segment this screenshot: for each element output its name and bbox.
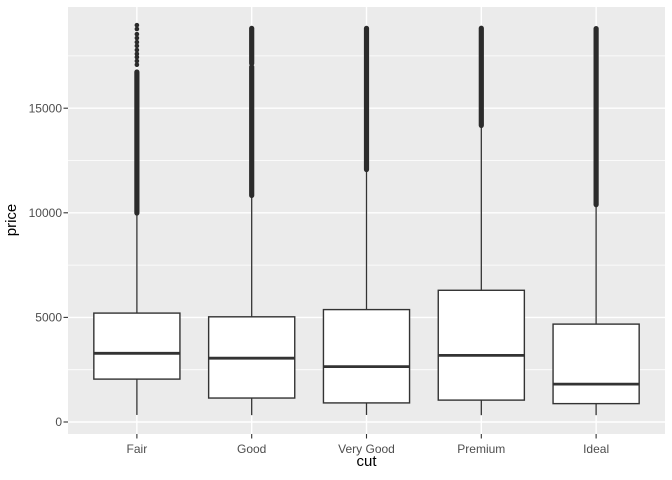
boxplot-good — [207, 25, 296, 416]
box-iqr — [93, 312, 181, 380]
outlier-dot — [134, 26, 140, 32]
outlier-dot — [134, 22, 140, 28]
x-tick-label: Very Good — [338, 442, 395, 456]
y-tick-label: 10000 — [29, 206, 63, 220]
outlier-dot — [134, 54, 140, 60]
y-axis-title: price — [3, 204, 20, 237]
boxplot-ideal — [552, 25, 640, 416]
box-iqr — [437, 289, 526, 401]
x-axis-title: cut — [356, 453, 377, 470]
boxplot-fair — [93, 22, 181, 415]
x-tick-label: Fair — [127, 442, 148, 456]
boxplot-very-good — [322, 25, 411, 415]
outlier-dot — [134, 39, 140, 45]
outlier-dot — [134, 35, 140, 41]
box-iqr — [322, 308, 411, 404]
x-tick-label: Ideal — [583, 442, 609, 456]
y-tick-label: 15000 — [29, 101, 63, 115]
outlier-dot — [134, 51, 140, 57]
x-tick-label: Good — [237, 442, 266, 456]
outlier-dot — [134, 58, 140, 64]
y-tick-label: 5000 — [35, 311, 62, 325]
y-tick-label: 0 — [55, 415, 62, 429]
outlier-dot — [134, 43, 140, 49]
outlier-dot — [134, 47, 140, 53]
outlier-dot — [134, 31, 140, 37]
box-iqr — [552, 323, 640, 405]
x-tick-label: Premium — [457, 442, 505, 456]
outlier-dot — [134, 62, 140, 68]
boxplot-premium — [437, 25, 526, 416]
